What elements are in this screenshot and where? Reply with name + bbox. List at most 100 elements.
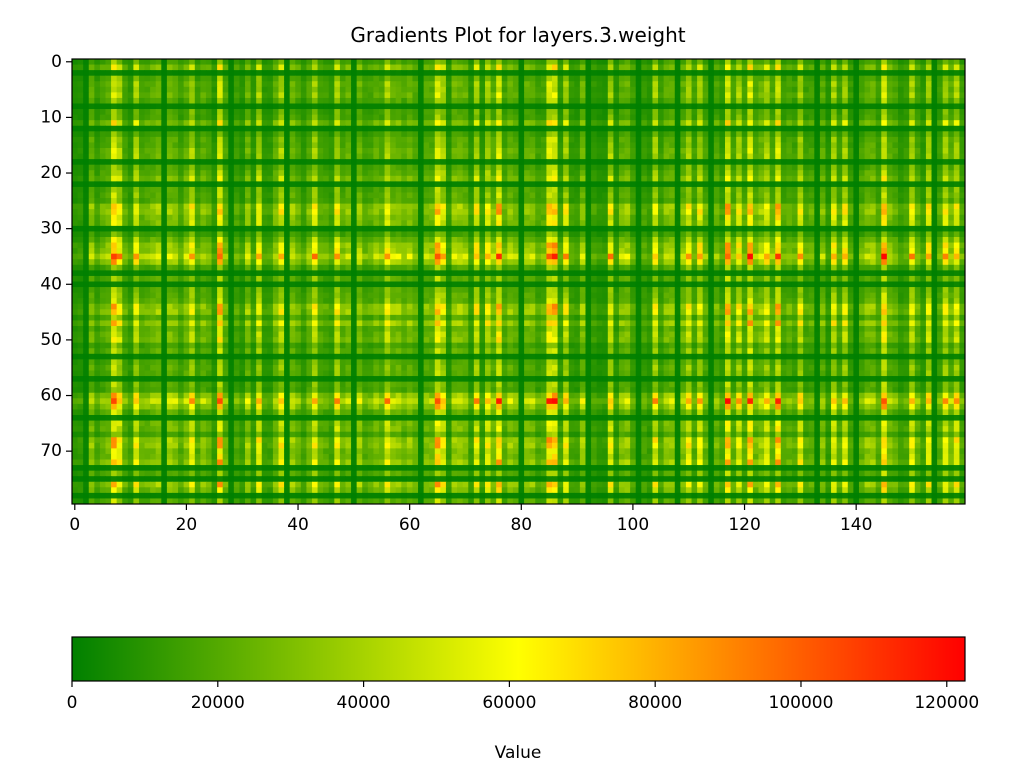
heatmap-cell	[870, 186, 877, 193]
heatmap-cell	[183, 231, 190, 238]
heatmap-cell	[808, 131, 815, 138]
heatmap-cell	[317, 181, 324, 188]
heatmap-cell	[535, 186, 542, 193]
heatmap-cell	[127, 120, 134, 127]
heatmap-cell	[591, 125, 598, 132]
heatmap-cell	[105, 64, 112, 71]
heatmap-cell	[211, 148, 218, 155]
heatmap-cell	[853, 186, 860, 193]
heatmap-cell	[540, 214, 547, 221]
heatmap-cell	[803, 153, 810, 160]
heatmap-cell	[150, 120, 157, 127]
heatmap-cell	[267, 59, 274, 66]
heatmap-cell	[864, 159, 871, 166]
heatmap-cell	[423, 148, 430, 155]
heatmap-cell	[356, 86, 363, 93]
heatmap-cell	[284, 81, 291, 88]
heatmap-cell	[72, 70, 79, 77]
heatmap-cell	[457, 70, 464, 77]
heatmap-cell	[898, 181, 905, 188]
heatmap-cell	[228, 81, 235, 88]
heatmap-cell	[764, 148, 771, 155]
heatmap-cell	[658, 164, 665, 171]
heatmap-cell	[412, 92, 419, 99]
heatmap-cell	[563, 170, 570, 177]
heatmap-cell	[479, 59, 486, 66]
heatmap-cell	[339, 209, 346, 216]
heatmap-cell	[217, 75, 224, 82]
heatmap-cell	[77, 186, 84, 193]
heatmap-cell	[507, 59, 514, 66]
heatmap-cell	[875, 153, 882, 160]
heatmap-cell	[228, 209, 235, 216]
heatmap-cell	[256, 92, 263, 99]
heatmap-cell	[669, 225, 676, 232]
heatmap-cell	[775, 92, 782, 99]
heatmap-cell	[948, 181, 955, 188]
heatmap-cell	[239, 198, 246, 205]
heatmap-cell	[892, 120, 899, 127]
heatmap-cell	[758, 159, 765, 166]
heatmap-cell	[395, 59, 402, 66]
heatmap-cell	[959, 125, 966, 132]
heatmap-cell	[658, 81, 665, 88]
heatmap-cell	[803, 198, 810, 205]
heatmap-cell	[663, 142, 670, 149]
heatmap-cell	[853, 131, 860, 138]
heatmap-cell	[256, 225, 263, 232]
heatmap-cell	[535, 114, 542, 121]
heatmap-cell	[630, 153, 637, 160]
heatmap-cell	[317, 153, 324, 160]
heatmap-cell	[166, 97, 173, 104]
heatmap-cell	[468, 97, 475, 104]
heatmap-cell	[295, 192, 302, 199]
heatmap-cell	[557, 64, 564, 71]
heatmap-cell	[440, 142, 447, 149]
heatmap-cell	[351, 170, 358, 177]
heatmap-cell	[836, 142, 843, 149]
heatmap-cell	[116, 75, 123, 82]
heatmap-cell	[412, 148, 419, 155]
heatmap-cell	[94, 209, 101, 216]
heatmap-cell	[702, 70, 709, 77]
heatmap-cell	[769, 136, 776, 143]
heatmap-cell	[881, 64, 888, 71]
heatmap-cell	[875, 220, 882, 227]
heatmap-cell	[747, 153, 754, 160]
heatmap-cell	[306, 192, 313, 199]
heatmap-cell	[697, 225, 704, 232]
heatmap-cell	[613, 186, 620, 193]
heatmap-cell	[814, 203, 821, 210]
heatmap-cell	[764, 86, 771, 93]
heatmap-cell	[401, 181, 408, 188]
heatmap-cell	[88, 175, 95, 182]
heatmap-cell	[423, 120, 430, 127]
heatmap-cell	[334, 148, 341, 155]
heatmap-cell	[596, 164, 603, 171]
heatmap-cell	[306, 70, 313, 77]
heatmap-cell	[272, 64, 279, 71]
heatmap-cell	[222, 209, 229, 216]
heatmap-cell	[233, 70, 240, 77]
heatmap-cell	[166, 142, 173, 149]
heatmap-cell	[618, 114, 626, 121]
heatmap-cell	[272, 70, 279, 77]
heatmap-cell	[563, 114, 570, 121]
heatmap-cell	[808, 175, 815, 182]
heatmap-cell	[814, 153, 821, 160]
heatmap-cell	[384, 97, 391, 104]
heatmap-cell	[680, 153, 687, 160]
heatmap-cell	[485, 148, 492, 155]
heatmap-cell	[708, 136, 715, 143]
heatmap-cell	[563, 153, 570, 160]
heatmap-cell	[161, 181, 168, 188]
heatmap-cell	[937, 148, 944, 155]
heatmap-cell	[524, 109, 531, 116]
heatmap-cell	[166, 225, 173, 232]
heatmap-cell	[485, 75, 492, 82]
heatmap-cell	[524, 153, 531, 160]
heatmap-cell	[747, 81, 754, 88]
heatmap-cell	[144, 136, 151, 143]
heatmap-cell	[261, 75, 268, 82]
heatmap-cell	[111, 59, 118, 66]
